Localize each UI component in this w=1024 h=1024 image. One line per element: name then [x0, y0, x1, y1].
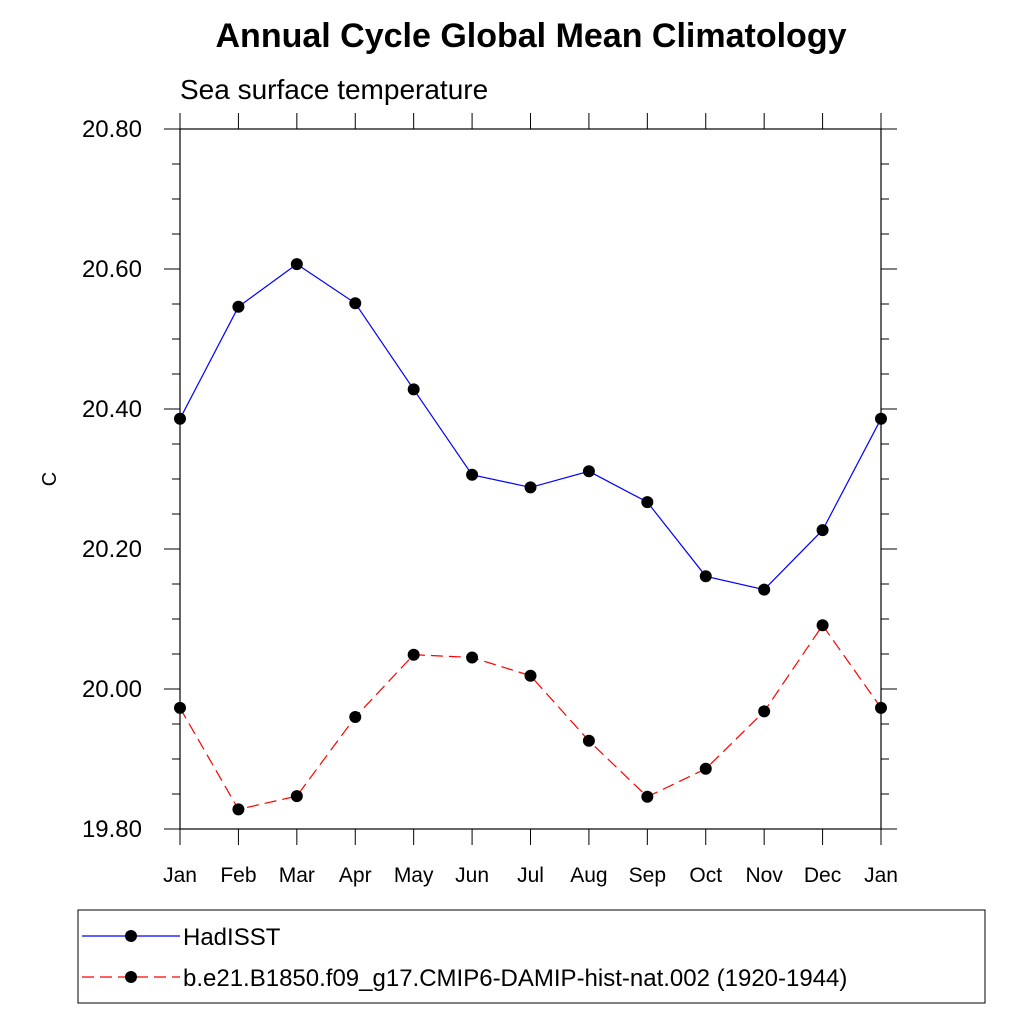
y-tick-label: 20.40 [82, 396, 142, 423]
x-tick-label: Jul [517, 864, 544, 887]
x-tick-label: Jun [455, 864, 489, 887]
series-1-point [349, 297, 362, 310]
series-1-point [875, 412, 887, 425]
y-tick-label: 20.80 [82, 116, 142, 143]
series-2-point [582, 734, 595, 747]
series-2-point [232, 803, 245, 816]
series-2-point [407, 648, 420, 661]
series-1-point [582, 465, 595, 478]
series-2-point [641, 790, 654, 803]
chart-title: Annual Cycle Global Mean Climatology [216, 17, 847, 55]
series-2-point [875, 701, 887, 714]
legend-box [77, 909, 986, 1004]
x-tick-label: Nov [745, 864, 783, 887]
x-tick-label: May [394, 864, 434, 887]
series-2-point [290, 790, 303, 803]
series-2-point [466, 651, 479, 664]
series-1-point [524, 481, 537, 494]
x-tick-label: Aug [570, 864, 607, 887]
legend-label-2: b.e21.B1850.f09_g17.CMIP6-DAMIP-hist-nat… [183, 965, 847, 992]
series-2-point [174, 701, 186, 714]
x-tick-label: Dec [804, 864, 841, 887]
series-1-point [816, 524, 829, 537]
series-1-point [758, 583, 771, 596]
legend-marker-1 [125, 930, 137, 942]
plot-frame [179, 128, 882, 830]
series-1-point [232, 300, 245, 313]
series-2-point [816, 619, 829, 632]
x-tick-label: Apr [339, 864, 372, 887]
series-1-point [641, 496, 654, 509]
y-tick-label: 20.20 [82, 536, 142, 563]
series-1-point [407, 383, 420, 396]
chart-subtitle: Sea surface temperature [180, 74, 488, 105]
x-tick-label: Jan [864, 864, 898, 887]
x-tick-label: Sep [629, 864, 666, 887]
series-2-point [758, 705, 771, 718]
legend-label-1: HadISST [183, 924, 281, 951]
legend-marker-2 [125, 971, 137, 983]
series-1-point [290, 258, 303, 271]
y-tick-label: 19.80 [82, 816, 142, 843]
x-tick-label: Mar [279, 864, 315, 887]
x-tick-label: Feb [220, 864, 256, 887]
series-line-1 [179, 263, 882, 591]
series-2-point [349, 711, 362, 723]
series-1-point [466, 468, 479, 481]
x-tick-label: Jan [163, 864, 197, 887]
series-layer [174, 258, 887, 816]
y-tick-label: 20.60 [82, 256, 142, 283]
y-tick-label: 20.00 [82, 676, 142, 703]
x-tick-label: Oct [689, 864, 722, 887]
series-1-point [699, 570, 712, 583]
legend: HadISST b.e21.B1850.f09_g17.CMIP6-DAMIP-h… [82, 924, 847, 992]
series-2-point [524, 669, 537, 682]
series-1-point [174, 412, 186, 425]
axes-layer: 20.80 20.60 20.40 20.20 20.00 19.80 Jan Feb Mar A… [82, 113, 898, 887]
series-line-2 [179, 624, 882, 811]
series-2-point [699, 762, 712, 775]
y-axis-label: C [39, 472, 61, 486]
